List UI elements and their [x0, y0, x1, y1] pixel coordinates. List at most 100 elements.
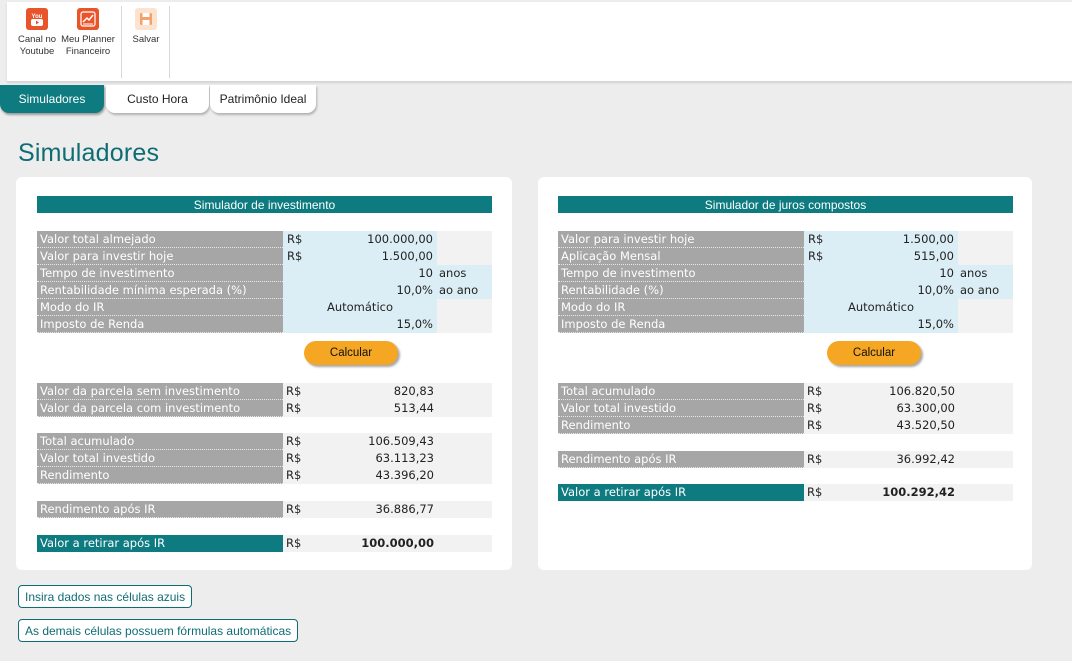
- currency-retirar: R$: [804, 484, 844, 501]
- value-investido: 63.300,00: [844, 400, 1013, 417]
- label-valor-hoje: Valor para investir hoje: [37, 248, 283, 265]
- input-valor-total[interactable]: 100.000,00: [323, 231, 437, 248]
- svg-text:You: You: [32, 14, 43, 20]
- calculate-button[interactable]: Calcular: [827, 341, 921, 365]
- youtube-icon: You: [26, 8, 48, 30]
- unit-rentabilidade: ao ano: [437, 282, 492, 299]
- calculate-button[interactable]: Calcular: [304, 341, 398, 365]
- compound-interest-header: Simulador de juros compostos: [558, 196, 1013, 213]
- value-rendimento: 43.520,50: [844, 417, 1013, 434]
- value-parcela-sem: 820,83: [323, 383, 492, 400]
- label-rendimento-ir: Rendimento após IR: [558, 451, 804, 468]
- planner-label-line2: Financeiro: [65, 46, 111, 57]
- planner-icon: [77, 8, 99, 30]
- currency-total: R$: [283, 433, 323, 450]
- planner-label-line1: Meu Planner: [61, 34, 115, 45]
- value-total: 106.820,50: [844, 383, 1013, 400]
- save-label: Salvar: [132, 34, 160, 45]
- label-imposto: Imposto de Renda: [558, 316, 804, 333]
- value-rendimento-ir: 36.886,77: [323, 501, 492, 518]
- ribbon-separator: [121, 6, 122, 78]
- label-valor-total: Valor total almejado: [37, 231, 283, 248]
- save-button[interactable]: Salvar: [126, 8, 166, 46]
- currency-total: R$: [804, 383, 844, 400]
- tab-simuladores[interactable]: Simuladores: [0, 85, 104, 113]
- label-valor-hoje: Valor para investir hoje: [558, 231, 804, 248]
- page-title: Simuladores: [18, 139, 160, 167]
- empty-cell: [437, 299, 492, 316]
- input-valor-hoje[interactable]: 1.500,00: [323, 248, 437, 265]
- label-rendimento: Rendimento: [37, 467, 283, 484]
- currency-valor-total: R$: [283, 231, 323, 248]
- label-tempo: Tempo de investimento: [558, 265, 804, 282]
- empty-cell: [437, 316, 492, 333]
- unit-tempo: anos: [437, 265, 492, 282]
- empty-cell: [958, 231, 1013, 248]
- empty-cell: [437, 231, 492, 248]
- note-blue-cells: Insira dados nas células azuis: [18, 585, 193, 608]
- investment-simulator-header: Simulador de investimento: [37, 196, 492, 213]
- label-retirar: Valor a retirar após IR: [37, 535, 283, 552]
- value-parcela-com: 513,44: [323, 400, 492, 417]
- label-parcela-sem: Valor da parcela sem investimento: [37, 383, 283, 400]
- currency-aplicacao: R$: [804, 248, 844, 265]
- youtube-label-line1: Canal no: [17, 34, 57, 45]
- currency-retirar: R$: [283, 535, 323, 552]
- empty-cell: [958, 299, 1013, 316]
- currency-investido: R$: [804, 400, 844, 417]
- label-modo-ir: Modo do IR: [558, 299, 804, 316]
- label-rentabilidade: Rentabilidade (%): [558, 282, 804, 299]
- input-rentabilidade[interactable]: 10,0%: [283, 282, 437, 299]
- label-rendimento-ir: Rendimento após IR: [37, 501, 283, 518]
- currency-rendimento-ir: R$: [804, 451, 844, 468]
- youtube-channel-button[interactable]: You Canal no Youtube: [14, 8, 60, 58]
- label-parcela-com: Valor da parcela com investimento: [37, 400, 283, 417]
- input-aplicacao[interactable]: 515,00: [844, 248, 958, 265]
- tab-patrimonio-ideal[interactable]: Patrimônio Ideal: [210, 85, 316, 113]
- currency-parcela-com: R$: [283, 400, 323, 417]
- input-imposto[interactable]: 15,0%: [804, 316, 958, 333]
- input-tempo[interactable]: 10: [283, 265, 437, 282]
- label-tempo: Tempo de investimento: [37, 265, 283, 282]
- value-total: 106.509,43: [323, 433, 492, 450]
- value-retirar: 100.292,42: [844, 484, 1013, 501]
- value-retirar: 100.000,00: [323, 535, 492, 552]
- empty-cell: [437, 248, 492, 265]
- label-rendimento: Rendimento: [558, 417, 804, 434]
- currency-rendimento: R$: [283, 467, 323, 484]
- value-rendimento: 43.396,20: [323, 467, 492, 484]
- input-rentabilidade[interactable]: 10,0%: [804, 282, 958, 299]
- unit-rentabilidade: ao ano: [958, 282, 1013, 299]
- currency-valor-hoje: R$: [804, 231, 844, 248]
- currency-investido: R$: [283, 450, 323, 467]
- label-investido: Valor total investido: [37, 450, 283, 467]
- ribbon-separator: [169, 6, 170, 78]
- select-modo-ir[interactable]: Automático: [283, 299, 437, 316]
- empty-cell: [958, 316, 1013, 333]
- note-formulas: As demais células possuem fórmulas autom…: [18, 619, 299, 642]
- currency-parcela-sem: R$: [283, 383, 323, 400]
- label-modo-ir: Modo do IR: [37, 299, 283, 316]
- value-investido: 63.113,23: [323, 450, 492, 467]
- select-modo-ir[interactable]: Automático: [804, 299, 958, 316]
- save-icon: [135, 8, 157, 30]
- input-tempo[interactable]: 10: [804, 265, 958, 282]
- ribbon: You Canal no Youtube Meu Planner Finance…: [7, 2, 1072, 82]
- label-total: Total acumulado: [37, 433, 283, 450]
- value-rendimento-ir: 36.992,42: [844, 451, 1013, 468]
- youtube-label-line2: Youtube: [19, 46, 55, 57]
- label-total: Total acumulado: [558, 383, 804, 400]
- label-rentabilidade: Rentabilidade mínima esperada (%): [37, 282, 283, 299]
- financial-planner-button[interactable]: Meu Planner Financeiro: [60, 8, 116, 58]
- label-retirar: Valor a retirar após IR: [558, 484, 804, 501]
- label-imposto: Imposto de Renda: [37, 316, 283, 333]
- input-imposto[interactable]: 15,0%: [283, 316, 437, 333]
- currency-rendimento: R$: [804, 417, 844, 434]
- tab-custo-hora[interactable]: Custo Hora: [106, 85, 209, 113]
- empty-cell: [958, 248, 1013, 265]
- input-valor-hoje[interactable]: 1.500,00: [844, 231, 958, 248]
- label-aplicacao: Aplicação Mensal: [558, 248, 804, 265]
- currency-rendimento-ir: R$: [283, 501, 323, 518]
- unit-tempo: anos: [958, 265, 1013, 282]
- label-investido: Valor total investido: [558, 400, 804, 417]
